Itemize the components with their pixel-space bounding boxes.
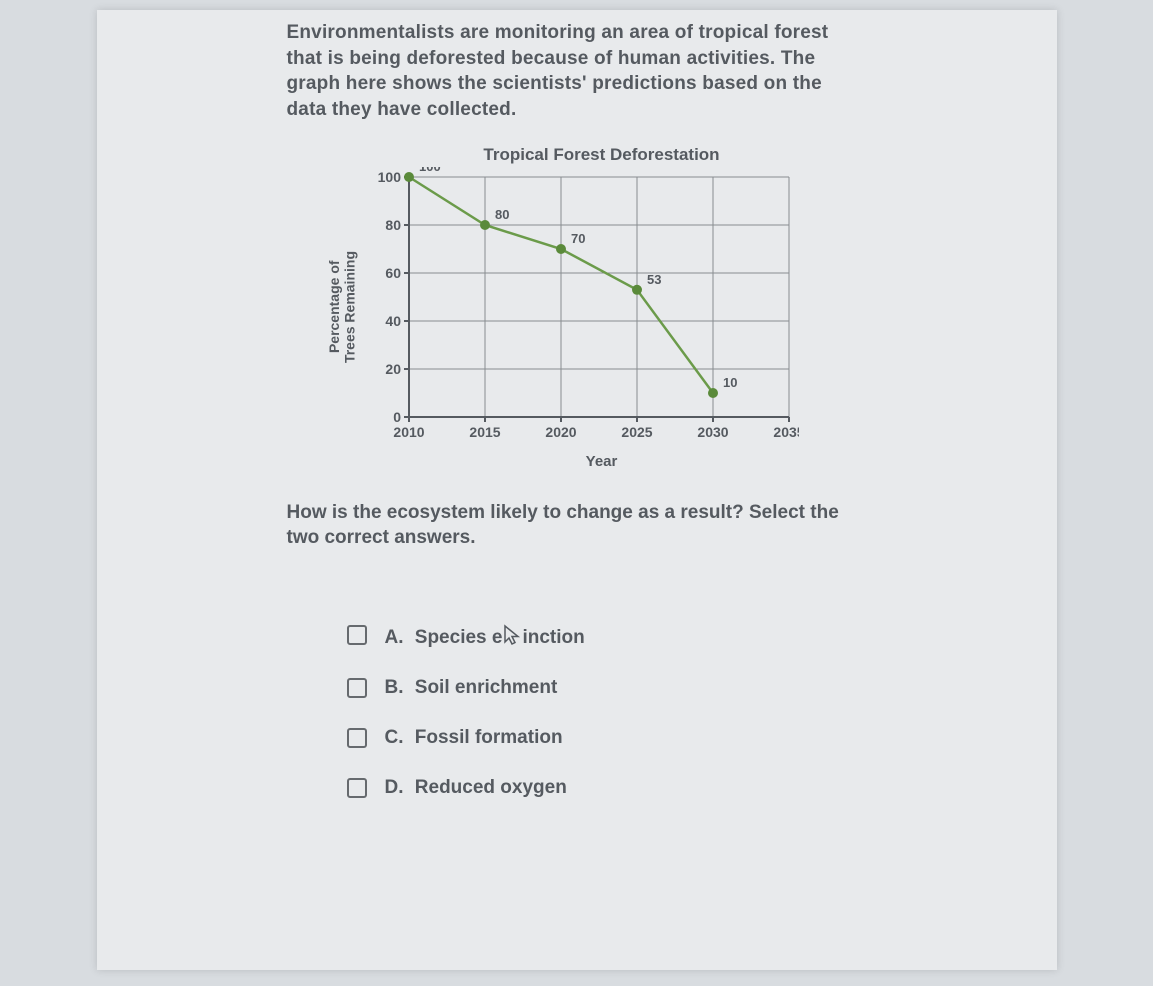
answer-option-d[interactable]: D. Reduced oxygen: [347, 777, 867, 799]
svg-text:2030: 2030: [698, 424, 729, 440]
svg-text:2010: 2010: [394, 424, 425, 440]
answer-label: B. Soil enrichment: [385, 677, 558, 699]
chart-title: Tropical Forest Deforestation: [377, 145, 827, 165]
question-prompt: Environmentalists are monitoring an area…: [287, 20, 867, 123]
answer-text: Soil enrichment: [415, 677, 558, 698]
answer-letter: D.: [385, 777, 404, 798]
question-followup: How is the ecosystem likely to change as…: [287, 500, 867, 551]
chart-xlabel: Year: [377, 453, 827, 470]
svg-text:2035: 2035: [774, 424, 800, 440]
answer-text: Reduced oxygen: [415, 777, 567, 798]
svg-text:40: 40: [386, 313, 402, 329]
answer-letter: C.: [385, 727, 404, 748]
svg-text:70: 70: [571, 231, 585, 246]
checkbox-icon[interactable]: [347, 625, 367, 645]
chart-ylabel: Percentage ofTrees Remaining: [327, 251, 358, 363]
svg-text:20: 20: [386, 361, 402, 377]
answer-label: C. Fossil formation: [385, 727, 563, 749]
chart-row: Percentage ofTrees Remaining 0 20 40 60 80 10…: [327, 167, 827, 447]
page: Environmentalists are monitoring an area…: [97, 10, 1057, 970]
cursor-icon: [502, 624, 522, 646]
answer-letter: A.: [385, 627, 404, 648]
answer-label: D. Reduced oxygen: [385, 777, 567, 799]
svg-text:2025: 2025: [622, 424, 653, 440]
answer-text: Fossil formation: [415, 727, 563, 748]
svg-text:0: 0: [393, 409, 401, 425]
chart-container: Tropical Forest Deforestation Percentage…: [327, 145, 827, 470]
chart-svg: 0 20 40 60 80 100 2010 2015 2020 2025 2030 2035 100 8…: [359, 167, 799, 447]
answer-option-a[interactable]: A. Species e inction: [347, 621, 867, 649]
answer-label: A. Species e inction: [385, 621, 585, 649]
svg-text:60: 60: [386, 265, 402, 281]
answer-text-part1: Species e: [415, 627, 503, 648]
svg-text:100: 100: [419, 167, 441, 174]
checkbox-icon[interactable]: [347, 778, 367, 798]
checkbox-icon[interactable]: [347, 678, 367, 698]
answer-option-b[interactable]: B. Soil enrichment: [347, 677, 867, 699]
svg-text:80: 80: [386, 217, 402, 233]
svg-text:53: 53: [647, 271, 661, 286]
svg-text:80: 80: [495, 207, 509, 222]
question-block: Environmentalists are monitoring an area…: [127, 10, 1027, 799]
answer-option-c[interactable]: C. Fossil formation: [347, 727, 867, 749]
svg-text:100: 100: [378, 169, 402, 185]
checkbox-icon[interactable]: [347, 728, 367, 748]
answer-list: A. Species e inction B. Soil enrichment C…: [287, 621, 867, 799]
svg-text:2015: 2015: [470, 424, 501, 440]
svg-text:2020: 2020: [546, 424, 577, 440]
svg-text:10: 10: [723, 375, 737, 390]
answer-text-part2: inction: [522, 627, 584, 648]
answer-letter: B.: [385, 677, 404, 698]
